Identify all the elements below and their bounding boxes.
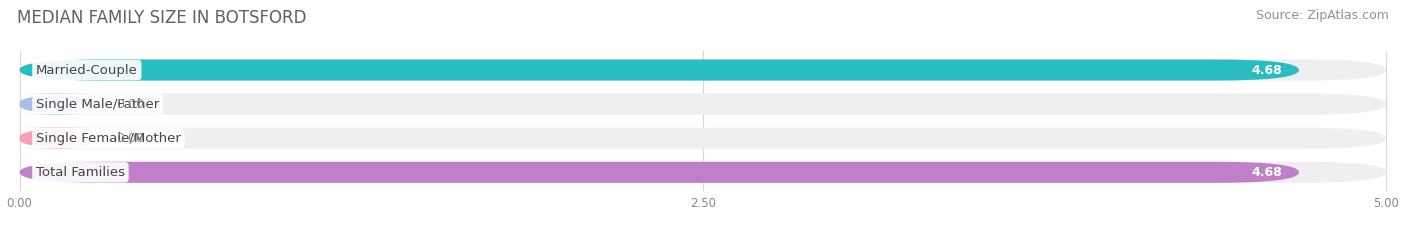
Text: Source: ZipAtlas.com: Source: ZipAtlas.com	[1256, 9, 1389, 22]
Text: 4.68: 4.68	[1251, 64, 1282, 76]
Text: Single Male/Father: Single Male/Father	[37, 98, 159, 111]
FancyBboxPatch shape	[20, 59, 1299, 81]
FancyBboxPatch shape	[18, 93, 96, 115]
Text: MEDIAN FAMILY SIZE IN BOTSFORD: MEDIAN FAMILY SIZE IN BOTSFORD	[17, 9, 307, 27]
Text: Married-Couple: Married-Couple	[37, 64, 138, 76]
Text: Single Female/Mother: Single Female/Mother	[37, 132, 181, 145]
FancyBboxPatch shape	[20, 128, 1386, 149]
FancyBboxPatch shape	[20, 162, 1386, 183]
Text: Total Families: Total Families	[37, 166, 125, 179]
FancyBboxPatch shape	[20, 162, 1299, 183]
FancyBboxPatch shape	[18, 128, 96, 149]
Text: 0.00: 0.00	[117, 132, 145, 145]
FancyBboxPatch shape	[20, 59, 1386, 81]
Text: 0.00: 0.00	[117, 98, 145, 111]
Text: 4.68: 4.68	[1251, 166, 1282, 179]
FancyBboxPatch shape	[20, 93, 1386, 115]
